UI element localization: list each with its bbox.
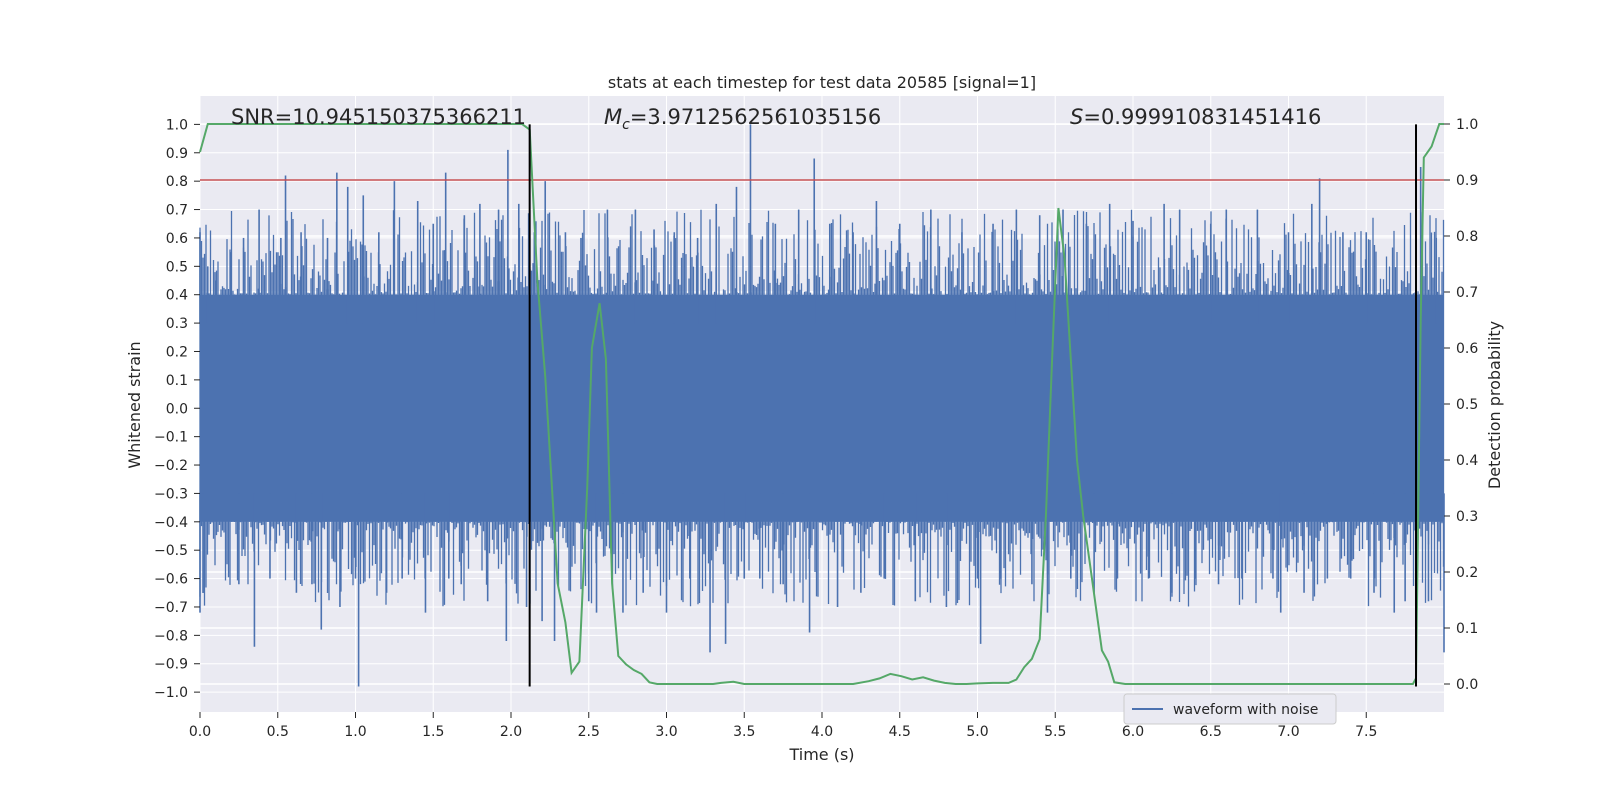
legend: waveform with noise [1123, 693, 1337, 725]
waveform-noise [199, 209, 1445, 607]
x-axis-label: Time (s) [788, 745, 854, 764]
annotation-score: S=0.999910831451416 [1070, 105, 1321, 129]
y2-tick-label: 0.3 [1456, 509, 1478, 525]
x-tick-label: 3.0 [655, 724, 677, 740]
y2-tick-label: 0.1 [1456, 621, 1478, 637]
x-tick-label: 2.5 [578, 724, 600, 740]
legend-box [1123, 693, 1337, 725]
x-tick-label: 5.5 [1044, 724, 1066, 740]
y-tick-label: 0.3 [166, 316, 188, 332]
y-tick-label: −0.7 [154, 600, 188, 616]
annotation-score-value: =0.999910831451416 [1083, 105, 1321, 129]
chart-title: stats at each timestep for test data 205… [608, 73, 1036, 92]
y2-tick-label: 0.7 [1456, 285, 1478, 301]
y-tick-label: 0.9 [166, 146, 188, 162]
x-tick-label: 7.5 [1355, 724, 1377, 740]
annotation-chirp-mass-subscript: c [622, 117, 630, 133]
y-tick-label: 1.0 [166, 117, 188, 133]
y2-tick-label: 0.9 [1456, 173, 1478, 189]
annotation-chirp-mass: Mc=3.9712562561035156 [604, 105, 881, 133]
y-tick-label: 0.0 [166, 401, 188, 417]
annotation-score-symbol: S [1070, 105, 1083, 129]
y-tick-label: 0.2 [166, 344, 188, 360]
y-tick-label: 0.4 [166, 288, 188, 304]
x-tick-label: 1.0 [344, 724, 366, 740]
y-tick-label: −0.8 [154, 628, 188, 644]
legend-label: waveform with noise [1173, 702, 1318, 718]
y-tick-label: −0.4 [154, 515, 188, 531]
axes: 0.0 0.5 1.0 1.5 2.0 2.5 3.0 3.5 4.0 4.5 5.0 5.5 6.0 6… [154, 117, 1478, 740]
waveform-series [199, 124, 1445, 687]
y-axis-label: Whitened strain [125, 341, 144, 468]
y-tick-label: 0.1 [166, 373, 188, 389]
y2-tick-label: 0.0 [1456, 677, 1478, 693]
y-tick-label: 0.7 [166, 203, 188, 219]
x-tick-label: 4.5 [889, 724, 911, 740]
y-tick-label: −0.5 [154, 543, 188, 559]
y2-tick-label: 0.4 [1456, 453, 1478, 469]
y-tick-label: −0.1 [154, 430, 188, 446]
y2-tick-label: 0.5 [1456, 397, 1478, 413]
x-tick-label: 1.5 [422, 724, 444, 740]
x-tick-label: 4.0 [811, 724, 833, 740]
y-tick-label: −1.0 [154, 685, 188, 701]
y2-axis-label: Detection probability [1485, 321, 1504, 489]
y-tick-label: −0.9 [154, 657, 188, 673]
annotation-snr: SNR=10.945150375366211 [231, 105, 526, 129]
y-tick-label: 0.8 [166, 174, 188, 190]
x-tick-label: 5.0 [966, 724, 988, 740]
x-tick-label: 2.0 [500, 724, 522, 740]
detection-probability-line [199, 123, 1444, 685]
y-tick-label: −0.6 [154, 572, 188, 588]
y2-tick-label: 0.2 [1456, 565, 1478, 581]
annotation-chirp-mass-symbol: M [604, 105, 622, 129]
y2-tick-label: 0.8 [1456, 229, 1478, 245]
y2-tick-label: 1.0 [1456, 117, 1478, 133]
annotation-chirp-mass-value: =3.9712562561035156 [630, 105, 881, 129]
x-tick-label: 0.5 [267, 724, 289, 740]
y-tick-label: 0.5 [166, 259, 188, 275]
y-tick-label: −0.3 [154, 486, 188, 502]
overlay [199, 123, 1444, 687]
x-tick-label: 3.5 [733, 724, 755, 740]
x-tick-label: 6.0 [1122, 724, 1144, 740]
y-tick-label: −0.2 [154, 458, 188, 474]
y-tick-label: 0.6 [166, 231, 188, 247]
x-tick-label: 7.0 [1277, 724, 1299, 740]
x-tick-label: 0.0 [189, 724, 211, 740]
y2-tick-label: 0.6 [1456, 341, 1478, 357]
x-tick-label: 6.5 [1200, 724, 1222, 740]
